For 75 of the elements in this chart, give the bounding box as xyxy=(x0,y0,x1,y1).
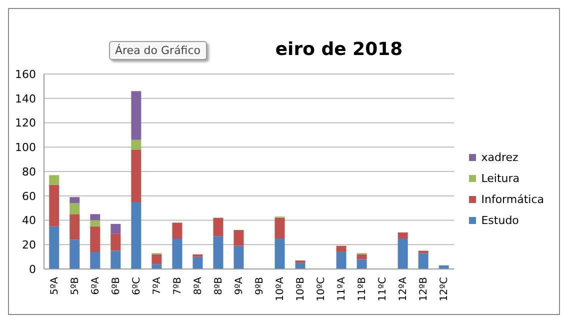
bar xyxy=(398,238,408,269)
bar xyxy=(152,254,162,264)
bar xyxy=(418,253,428,269)
x-tick-label: 5ºB xyxy=(70,276,81,295)
bar xyxy=(192,254,203,257)
bar xyxy=(356,259,367,269)
bar xyxy=(295,262,306,269)
x-tick-label: 6ºA xyxy=(90,276,102,295)
x-tick-label: 11ºA xyxy=(336,276,348,302)
bar xyxy=(152,264,162,269)
bar xyxy=(90,252,100,269)
bar xyxy=(49,226,60,269)
bar xyxy=(90,226,100,252)
y-tick-label: 80 xyxy=(22,165,36,178)
bar xyxy=(172,222,182,239)
y-tick-label: 60 xyxy=(22,190,36,203)
bar xyxy=(110,224,121,234)
y-tick-label: 140 xyxy=(15,92,36,106)
bar xyxy=(90,214,100,220)
chart-title: eiro de 2018 xyxy=(275,39,403,60)
x-tick-label: 8ºB xyxy=(213,276,224,295)
bar xyxy=(131,150,142,202)
x-tick-label: 6ºB xyxy=(110,276,122,295)
bar xyxy=(336,252,346,269)
bar xyxy=(234,230,244,246)
bar xyxy=(131,202,142,269)
legend-label: Leitura xyxy=(481,172,520,185)
bar xyxy=(110,250,121,269)
x-tick-label: 12ºC xyxy=(439,276,450,302)
y-tick-label: 100 xyxy=(15,141,36,154)
x-tick-label: 9ºA xyxy=(234,276,245,295)
bar xyxy=(49,175,60,185)
x-tick-label: 7ºB xyxy=(172,276,184,295)
x-tick-label: 7ºA xyxy=(152,276,163,295)
x-tick-label: 11ºB xyxy=(357,276,368,302)
bar xyxy=(70,203,80,214)
y-tick-label: 120 xyxy=(15,116,36,130)
bar xyxy=(336,246,346,252)
bar xyxy=(192,256,203,269)
legend-label: Informática xyxy=(481,193,544,206)
bar xyxy=(295,260,306,263)
y-tick-label: 40 xyxy=(22,214,36,228)
bar xyxy=(70,240,80,269)
bar xyxy=(131,91,142,140)
bar xyxy=(110,234,121,251)
y-tick-label: 160 xyxy=(15,68,36,81)
bar xyxy=(213,218,224,236)
x-tick-label: 9ºB xyxy=(254,276,266,295)
bar xyxy=(274,238,285,269)
legend-label: Estudo xyxy=(481,214,519,227)
bar xyxy=(356,254,367,260)
bar xyxy=(213,236,224,269)
x-tick-label: 12ºB xyxy=(418,276,430,302)
bar xyxy=(234,246,244,269)
x-tick-label: 6ºC xyxy=(131,276,142,296)
text: Área do Gráfico xyxy=(109,41,207,60)
bar xyxy=(70,197,80,204)
x-tick-label: 12ºA xyxy=(398,276,410,302)
bar xyxy=(70,214,80,240)
bar xyxy=(90,220,100,226)
bar xyxy=(49,184,60,226)
bar xyxy=(172,238,182,269)
x-tick-label: 10ºB xyxy=(295,276,306,302)
y-tick-label: 20 xyxy=(22,238,36,252)
bar xyxy=(418,250,428,254)
bar xyxy=(398,232,408,239)
x-tick-label: 8ºA xyxy=(192,276,204,295)
bar xyxy=(131,140,142,150)
bar xyxy=(274,218,285,239)
x-tick-label: 11ºC xyxy=(378,276,389,302)
y-tick-label: 0 xyxy=(29,262,36,276)
legend-label: xadrez xyxy=(481,151,518,164)
x-tick-label: 5ºA xyxy=(49,276,60,295)
x-tick-label: 10ºA xyxy=(274,276,286,302)
x-tick-label: 10ºC xyxy=(316,276,328,302)
